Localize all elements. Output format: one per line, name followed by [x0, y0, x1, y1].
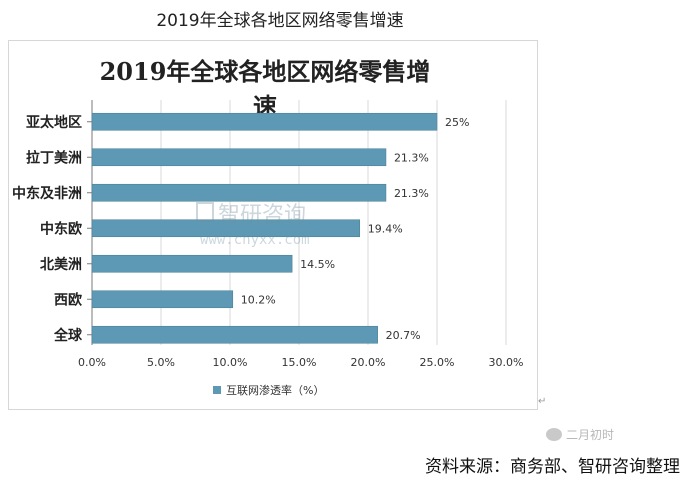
data-label: 25%: [445, 116, 469, 129]
watermark: 智研咨询 www.chyxx.com: [196, 202, 310, 248]
watermark-logo-icon: [196, 202, 214, 222]
bar: [91, 290, 234, 309]
category-label: 北美洲: [40, 256, 82, 273]
x-tick-label: 25.0%: [420, 356, 455, 369]
data-label: 10.2%: [241, 293, 276, 306]
x-tick-label: 30.0%: [489, 356, 524, 369]
x-tick-label: 10.0%: [213, 356, 248, 369]
bar: [91, 112, 438, 131]
bar: [91, 148, 387, 167]
x-tick-label: 5.0%: [147, 356, 175, 369]
x-tick-label: 15.0%: [282, 356, 317, 369]
category-label: 全球: [53, 327, 83, 344]
source-note: 资料来源：商务部、智研咨询整理: [425, 457, 680, 477]
bar: [91, 183, 387, 202]
wechat-tag: 二月初时: [546, 426, 614, 443]
watermark-brand: 智研咨询: [218, 203, 306, 228]
paragraph-mark-icon: ↵: [538, 396, 547, 407]
data-label: 14.5%: [300, 258, 335, 271]
bar: [91, 254, 293, 273]
category-label: 亚太地区: [26, 114, 82, 131]
wechat-account-name: 二月初时: [566, 428, 615, 442]
legend-swatch: [213, 386, 221, 394]
x-tick-label: 0.0%: [78, 356, 106, 369]
data-label: 21.3%: [394, 151, 429, 164]
category-label: 西欧: [54, 291, 82, 308]
bar: [91, 325, 378, 344]
data-label: 20.7%: [386, 329, 421, 342]
chart-title: 2019年全球各地区网络零售增速: [99, 57, 431, 121]
category-label: 中东欧: [40, 220, 82, 237]
figure-caption: 2019年全球各地区网络零售增速: [156, 11, 404, 31]
category-label: 中东及非洲: [12, 185, 82, 202]
bar: [91, 219, 361, 238]
legend-label: 互联网渗透率（%）: [226, 383, 324, 397]
data-label: 21.3%: [394, 187, 429, 200]
x-tick-label: 20.0%: [351, 356, 386, 369]
wechat-icon: [546, 428, 562, 441]
watermark-url: www.chyxx.com: [200, 232, 310, 248]
category-label: 拉丁美洲: [26, 149, 82, 166]
data-label: 19.4%: [368, 222, 403, 235]
